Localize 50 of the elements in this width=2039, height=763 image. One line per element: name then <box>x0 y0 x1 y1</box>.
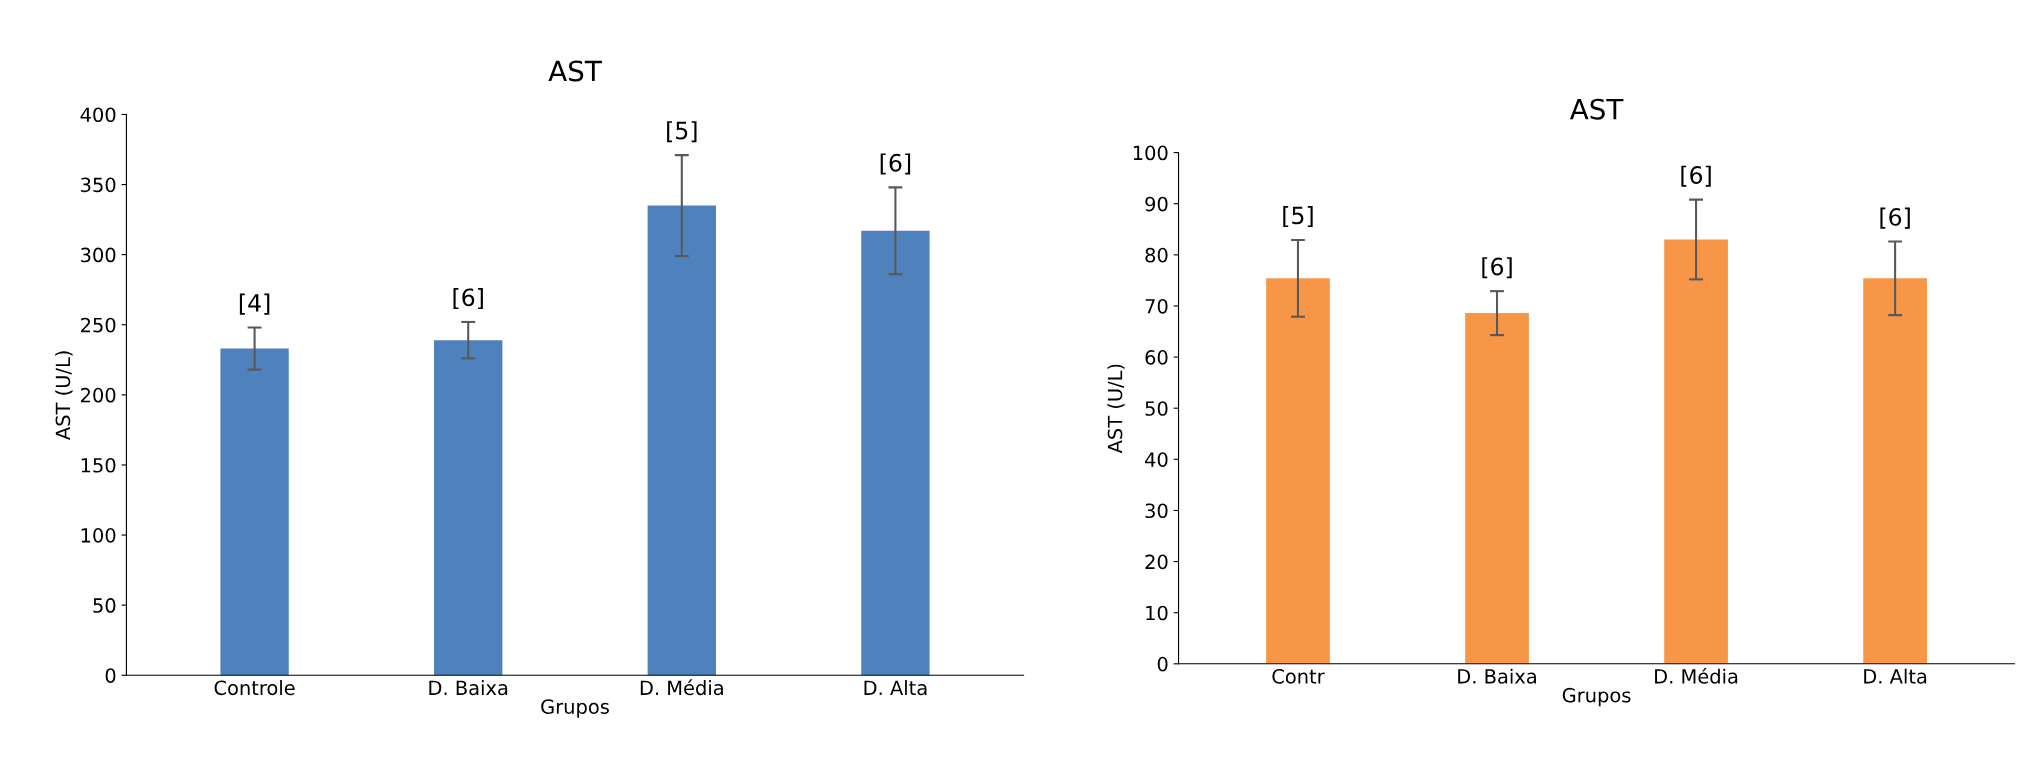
y-tick-label: 0 <box>105 668 116 683</box>
annotation: [4] <box>239 293 270 315</box>
bar <box>861 230 930 676</box>
y-axis-title: AST (U/L) <box>55 351 73 440</box>
bar <box>1266 278 1330 664</box>
bar <box>1664 239 1728 664</box>
y-tick-label: 40 <box>1145 452 1168 467</box>
x-tick-label: Contr <box>1272 669 1325 684</box>
bar <box>647 205 716 676</box>
y-tick-label: 150 <box>81 457 116 473</box>
y-tick-label: 200 <box>81 387 116 403</box>
y-axis-title: AST (U/L) <box>1107 364 1125 454</box>
y-tick-label: 300 <box>81 247 116 263</box>
x-tick-label: D. Média <box>640 679 723 696</box>
y-tick-label: 60 <box>1145 350 1168 365</box>
y-tick-label: 30 <box>1145 503 1168 519</box>
annotation: [6] <box>453 287 483 310</box>
y-tick-label: 50 <box>1145 401 1168 416</box>
y-tick-label: 70 <box>1145 298 1168 314</box>
annotation: [6] <box>1681 165 1711 187</box>
bar <box>434 340 503 676</box>
annotation: [5] <box>1283 206 1313 228</box>
y-tick-label: 50 <box>93 598 116 613</box>
x-tick-label: D. Baixa <box>429 680 508 696</box>
annotation: [6] <box>1482 257 1512 279</box>
y-tick-label: 100 <box>81 528 116 543</box>
y-tick-label: 20 <box>1145 554 1168 570</box>
annotation: [5] <box>667 121 697 143</box>
y-tick-label: 100 <box>1133 145 1168 161</box>
y-tick-label: 80 <box>1145 247 1168 263</box>
x-tick-label: D. Alta <box>1864 668 1927 684</box>
y-tick-label: 350 <box>81 177 116 193</box>
y-tick-label: 250 <box>81 317 116 333</box>
chart-title: AST <box>1569 98 1624 120</box>
y-tick-label: 90 <box>1145 196 1168 212</box>
annotation: [6] <box>880 153 911 175</box>
x-tick-label: Controle <box>214 680 295 696</box>
bar <box>1465 313 1529 664</box>
annotation: [6] <box>1880 207 1910 229</box>
x-tick-label: D. Alta <box>864 680 927 696</box>
bar <box>1863 278 1927 664</box>
y-tick-label: 400 <box>80 107 116 123</box>
chart-title: AST <box>548 60 602 82</box>
bar <box>220 348 289 676</box>
y-tick-label: 0 <box>1157 656 1168 672</box>
x-tick-label: D. Média <box>1655 667 1738 684</box>
x-axis-title: Grupos <box>541 699 609 718</box>
x-axis-title: Grupos <box>1562 687 1631 707</box>
x-tick-label: D. Baixa <box>1458 668 1536 684</box>
y-tick-label: 10 <box>1146 605 1168 621</box>
